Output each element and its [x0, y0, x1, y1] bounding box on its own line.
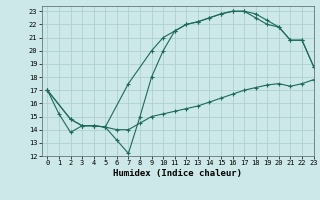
X-axis label: Humidex (Indice chaleur): Humidex (Indice chaleur) — [113, 169, 242, 178]
